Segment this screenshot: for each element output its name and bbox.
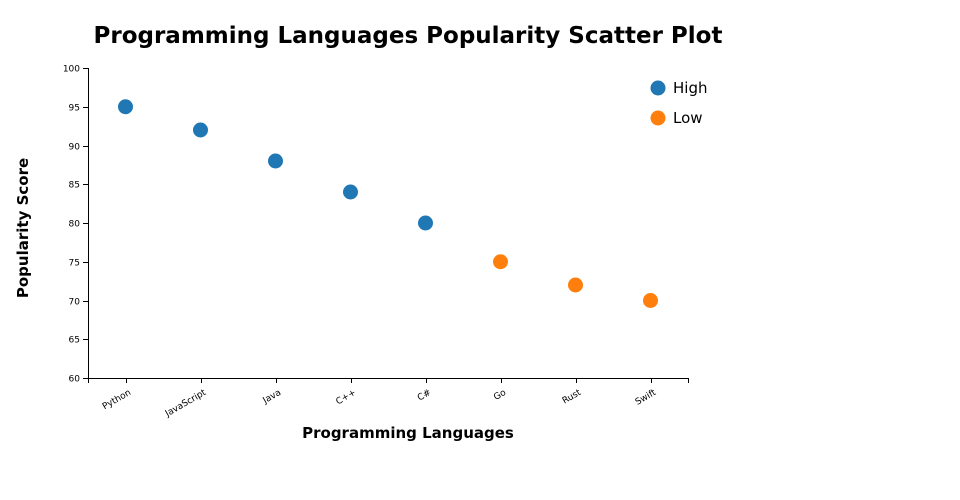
x-tick-label: Rust: [561, 388, 584, 407]
data-point-javascript[interactable]: [193, 122, 208, 138]
x-tick-label: Go: [492, 388, 508, 403]
data-point-rust[interactable]: [568, 277, 583, 293]
y-tick-label: 100: [63, 65, 80, 75]
x-tick-label: C#: [416, 388, 433, 404]
y-tick-label: 80: [69, 220, 81, 230]
data-point-go[interactable]: [493, 254, 508, 270]
y-tick-label: 65: [69, 336, 80, 346]
data-point-python[interactable]: [118, 99, 133, 115]
data-point-c-[interactable]: [418, 215, 433, 231]
legend-swatch-low: [650, 110, 666, 126]
x-tick-label: C++: [334, 388, 358, 407]
legend-label-high: High: [673, 79, 707, 97]
y-tick-label: 75: [69, 259, 80, 269]
x-tick-label: JavaScript: [163, 388, 208, 420]
y-axis-title: Popularity Score: [14, 158, 32, 298]
y-tick-label: 70: [69, 298, 81, 308]
y-tick-label: 60: [69, 375, 81, 385]
y-tick-label: 85: [69, 181, 80, 191]
legend: High Low: [650, 79, 707, 127]
chart-title: Programming Languages Popularity Scatter…: [94, 23, 723, 49]
legend-swatch-high: [650, 80, 666, 96]
x-axis: Python JavaScript Java C++ C# Go Rust Swift: [88, 378, 689, 420]
data-point-swift[interactable]: [643, 293, 658, 308]
y-tick-label: 95: [69, 104, 80, 114]
x-tick-label: Java: [261, 388, 283, 407]
x-tick-label: Swift: [634, 388, 659, 408]
data-point-c-[interactable]: [343, 184, 358, 200]
legend-label-low: Low: [673, 109, 703, 127]
y-axis: 60 65 70 75 80 85 90 95 100: [63, 65, 89, 385]
y-tick-label: 90: [69, 143, 81, 153]
x-axis-title: Programming Languages: [302, 424, 514, 442]
data-points: [118, 99, 658, 308]
x-tick-label: Python: [101, 388, 133, 412]
data-point-java[interactable]: [268, 153, 283, 169]
